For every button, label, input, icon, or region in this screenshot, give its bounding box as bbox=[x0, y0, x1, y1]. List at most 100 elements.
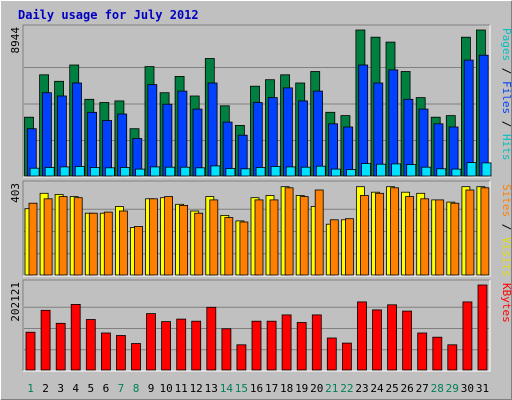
chart-panels: 8944 Pages / Files / Hits 403 Sites / Visit… bbox=[9, 24, 512, 372]
x-tick-label: 18 bbox=[280, 382, 293, 395]
panel-hits: 8944 Pages / Files / Hits bbox=[9, 24, 512, 178]
bar-sites-day-5 bbox=[88, 212, 98, 276]
x-tick-label: 26 bbox=[400, 382, 413, 395]
y-legend-label-visits: Sites / Visits bbox=[500, 184, 512, 277]
bar-pages-day-26 bbox=[406, 164, 417, 177]
x-tick-label: 29 bbox=[446, 382, 459, 395]
x-tick-label: 16 bbox=[250, 382, 263, 395]
bar-sites-day-13 bbox=[209, 199, 219, 276]
series-kbytes bbox=[25, 284, 488, 371]
bar-kbytes-day-1 bbox=[25, 331, 36, 371]
bar-kbytes-day-10 bbox=[161, 321, 172, 371]
bar-kbytes-day-12 bbox=[191, 320, 202, 371]
bar-kbytes-day-6 bbox=[101, 332, 111, 371]
bar-files-day-20 bbox=[313, 90, 323, 177]
bar-kbytes-day-5 bbox=[85, 319, 96, 371]
x-tick-label: 9 bbox=[148, 382, 155, 395]
bar-kbytes-day-18 bbox=[281, 314, 292, 371]
bar-pages-day-2 bbox=[44, 167, 55, 177]
bar-kbytes-day-29 bbox=[447, 344, 458, 371]
bar-sites-day-30 bbox=[465, 189, 475, 276]
bar-kbytes-day-24 bbox=[372, 309, 382, 371]
bar-pages-day-16 bbox=[255, 167, 266, 177]
series-pages bbox=[29, 162, 492, 177]
bar-pages-day-25 bbox=[391, 163, 402, 177]
bar-sites-day-26 bbox=[405, 196, 415, 276]
chart-title: Daily usage for July 2012 bbox=[18, 8, 199, 22]
bar-pages-day-4 bbox=[74, 166, 85, 177]
x-tick-label: 20 bbox=[310, 382, 323, 395]
bar-pages-day-27 bbox=[421, 166, 432, 177]
bar-kbytes-day-14 bbox=[221, 328, 232, 371]
bar-files-day-18 bbox=[282, 87, 293, 177]
bar-files-day-19 bbox=[298, 100, 308, 177]
x-tick-label: 17 bbox=[265, 382, 278, 395]
bar-files-day-7 bbox=[117, 113, 128, 177]
bar-pages-day-30 bbox=[466, 162, 477, 177]
bar-pages-day-7 bbox=[120, 167, 130, 177]
bar-files-day-21 bbox=[328, 123, 339, 177]
bar-kbytes-day-8 bbox=[131, 343, 141, 371]
bar-sites-day-25 bbox=[390, 187, 399, 276]
bar-kbytes-day-31 bbox=[477, 284, 488, 371]
bar-pages-day-15 bbox=[240, 168, 251, 177]
bar-sites-day-9 bbox=[149, 198, 158, 276]
bar-pages-day-10 bbox=[165, 166, 176, 177]
bar-pages-day-18 bbox=[285, 166, 296, 177]
bar-sites-day-17 bbox=[269, 199, 279, 276]
bar-pages-day-24 bbox=[376, 163, 387, 177]
bar-pages-day-19 bbox=[300, 166, 311, 177]
bar-kbytes-day-23 bbox=[357, 301, 367, 371]
bar-sites-day-18 bbox=[284, 187, 294, 276]
y-max-label-visits: 403 bbox=[9, 183, 22, 203]
bar-sites-day-19 bbox=[299, 196, 309, 276]
bar-files-day-9 bbox=[147, 84, 158, 177]
panel-kbytes: 202121 KBytes bbox=[9, 279, 512, 372]
bar-sites-day-14 bbox=[224, 217, 234, 276]
bar-pages-day-21 bbox=[330, 168, 341, 177]
bar-pages-day-31 bbox=[481, 162, 492, 177]
panel-highlight-kbytes bbox=[23, 280, 491, 372]
bar-files-day-13 bbox=[207, 82, 218, 177]
bar-kbytes-day-4 bbox=[70, 303, 81, 371]
bar-sites-day-31 bbox=[480, 187, 490, 276]
bar-kbytes-day-15 bbox=[236, 344, 247, 371]
x-axis-labels: 1 2 3 4 5 6 7 8 9 10 11 12 13 14 15 16 17 18 19 20 21 22 23 24 2… bbox=[27, 382, 489, 395]
series-sites bbox=[28, 187, 490, 276]
bar-pages-day-9 bbox=[150, 166, 161, 177]
x-tick-label: 27 bbox=[416, 382, 429, 395]
bar-pages-day-6 bbox=[105, 167, 115, 177]
x-tick-label: 28 bbox=[431, 382, 444, 395]
bar-kbytes-day-28 bbox=[432, 336, 443, 371]
legend-part: Sites bbox=[500, 184, 512, 217]
panel-visits: 403 Sites / Visits bbox=[9, 180, 512, 277]
x-tick-label: 6 bbox=[103, 382, 110, 395]
bar-pages-day-1 bbox=[29, 167, 40, 177]
y-legend-label-hits: Pages / Files / Hits bbox=[500, 28, 512, 161]
x-tick-label: 19 bbox=[295, 382, 308, 395]
bar-files-day-17 bbox=[267, 97, 278, 177]
bar-files-day-12 bbox=[192, 108, 203, 177]
y-max-label-kbytes: 202121 bbox=[9, 282, 22, 322]
bar-sites-day-4 bbox=[73, 197, 83, 276]
bar-sites-day-28 bbox=[435, 199, 445, 276]
bar-sites-day-2 bbox=[43, 198, 53, 276]
bar-kbytes-day-22 bbox=[341, 342, 352, 371]
bar-pages-day-14 bbox=[225, 168, 236, 177]
bar-kbytes-day-26 bbox=[402, 310, 413, 371]
bar-files-day-5 bbox=[87, 111, 97, 177]
bar-pages-day-5 bbox=[90, 167, 100, 177]
x-tick-label: 13 bbox=[205, 382, 218, 395]
bar-pages-day-29 bbox=[451, 168, 462, 177]
bar-files-day-29 bbox=[448, 126, 459, 177]
legend-part: Files bbox=[500, 81, 512, 114]
bar-sites-day-7 bbox=[119, 210, 128, 276]
x-tick-label: 10 bbox=[159, 382, 172, 395]
bar-kbytes-day-9 bbox=[146, 313, 156, 371]
legend-part: / bbox=[500, 114, 512, 134]
bar-files-day-27 bbox=[418, 108, 429, 177]
legend-part: KBytes bbox=[500, 283, 512, 323]
legend-part: Hits bbox=[500, 134, 512, 161]
bar-kbytes-day-13 bbox=[206, 306, 217, 371]
